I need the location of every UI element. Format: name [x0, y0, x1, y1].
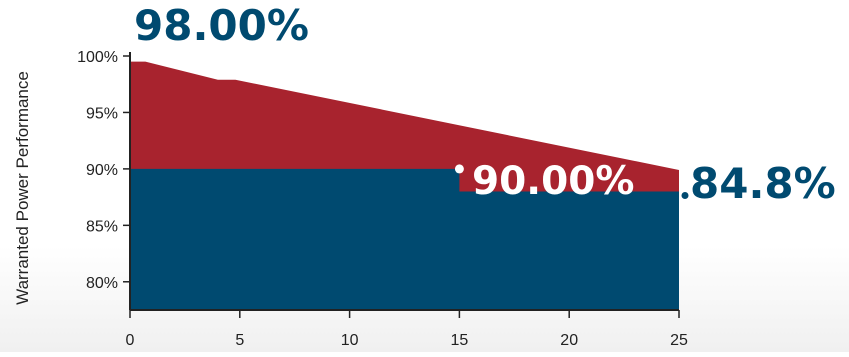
x-tick-label: 10	[341, 332, 359, 349]
x-tick-label: 5	[235, 332, 244, 349]
y-axis-title: Warranted Power Performance	[13, 71, 32, 305]
marker-point	[681, 191, 689, 199]
callout-end-value: 84.8%	[690, 159, 836, 208]
y-tick-label: 90%	[86, 162, 118, 179]
area-series-2	[130, 168, 679, 310]
callout-start-value: 98.00%	[134, 1, 309, 50]
y-tick-label: 100%	[77, 49, 118, 66]
y-tick-label: 95%	[86, 105, 118, 122]
ticks-group: 80% 85% 90% 95% 100% 0 5 10 15 20 25	[77, 49, 688, 349]
axes-group	[129, 52, 679, 311]
y-tick-label: 80%	[86, 275, 118, 292]
x-tick-label: 0	[126, 332, 135, 349]
markers-group	[454, 164, 689, 199]
x-tick-label: 25	[670, 332, 688, 349]
callouts-group: 98.00% 90.00% 84.8%	[134, 1, 836, 208]
x-tick-label: 15	[451, 332, 469, 349]
area-series-group	[130, 61, 679, 311]
marker-point	[454, 164, 464, 174]
x-tick-label: 20	[560, 332, 578, 349]
y-tick-label: 85%	[86, 218, 118, 235]
callout-mid-value: 90.00%	[472, 159, 634, 204]
